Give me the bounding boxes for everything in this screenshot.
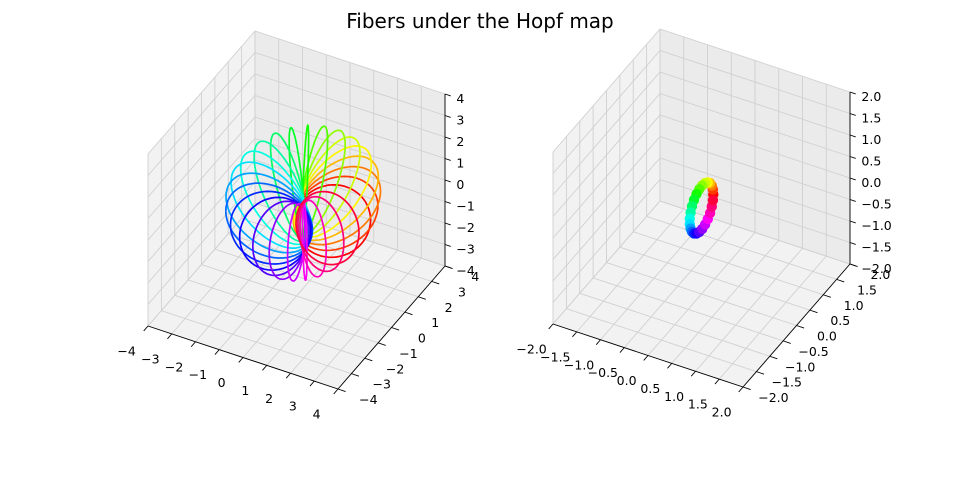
- ax1-xtick-label: 2.0: [712, 405, 732, 420]
- ax0-ytick-label: −3: [373, 377, 391, 392]
- ax0-ztick-label: 3: [456, 112, 464, 127]
- axes-3d-base-points: −2.0−2.0−2.0−1.5−1.5−1.5−1.0 −1.0−1.0−0.5…: [516, 28, 892, 420]
- ax1-ytick-label: 2.0: [870, 267, 890, 282]
- ax0-ytick-label: −2: [386, 361, 404, 376]
- fiber-circle: [301, 201, 308, 281]
- ax1-ztick-label: 0.5: [861, 153, 881, 168]
- ax1-ytick-label: −2.0: [758, 390, 788, 405]
- ax0-xtick-label: −1: [189, 367, 207, 382]
- ax0-ztick-label: −1: [456, 198, 474, 213]
- ax1-ytick-label: −1.5: [772, 375, 802, 390]
- ax0-ztick-label: −4: [456, 263, 474, 278]
- ax1-xtick-label: −0.5: [588, 365, 618, 380]
- ax1-ztick-label: −1.5: [861, 239, 891, 254]
- ax1-ytick-label: −0.5: [798, 344, 828, 359]
- fiber-circle: [297, 195, 345, 273]
- fiber-circle: [229, 190, 313, 265]
- ax1-xtick-label: 0.0: [617, 373, 637, 388]
- fiber-circle: [238, 196, 312, 271]
- ax1-ztick-label: −0.5: [861, 196, 891, 211]
- ax0-xtick-label: 3: [289, 399, 297, 414]
- ax0-ytick-label: 1: [431, 315, 439, 330]
- ax0-ztick-label: −2: [456, 220, 474, 235]
- ax0-xtick-label: −3: [141, 351, 159, 366]
- ax1-ztick-label: 2.0: [861, 89, 881, 104]
- ax1-xtick-label: 1.5: [688, 397, 708, 412]
- base-point: [707, 195, 719, 206]
- ax1-xtick-label: −1.5: [540, 349, 570, 364]
- ax0-ztick-label: 2: [456, 134, 464, 149]
- ax0-ztick-label: 1: [456, 155, 464, 170]
- ax0-xtick-label: −4: [117, 344, 135, 359]
- ax1-ztick-label: 0.0: [861, 175, 881, 190]
- ax1-ticks: −2.0−2.0−2.0−1.5−1.5−1.5−1.0 −1.0−1.0−0.5…: [516, 89, 891, 420]
- ax1-ytick-label: 0.0: [817, 329, 837, 344]
- ax1-ytick-label: 1.0: [844, 298, 864, 313]
- ax1-xtick-label: −2.0: [516, 342, 546, 357]
- ax0-ytick-label: 3: [458, 284, 466, 299]
- fiber-circle: [299, 199, 328, 278]
- ax0-ztick-label: 4: [456, 91, 464, 106]
- ax0-ytick-label: −1: [399, 346, 417, 361]
- ax0-xtick-label: −2: [165, 359, 183, 374]
- ax1-ytick-label: 0.5: [830, 313, 850, 328]
- fiber-circle: [295, 190, 360, 266]
- fiber-circle: [251, 200, 310, 277]
- ax1-xtick-label: 0.5: [640, 381, 660, 396]
- ax1-ytick-label: −1.0: [785, 359, 815, 374]
- ax0-ytick-label: −4: [359, 392, 377, 407]
- fiber-circle: [286, 202, 306, 282]
- ax0-ytick-label: 4: [471, 269, 479, 284]
- ax1-ztick-label: −2.0: [861, 261, 891, 276]
- ax1-points: [684, 177, 719, 239]
- ax0-xtick-label: 4: [313, 407, 321, 422]
- ax0-ytick-label: 2: [445, 300, 453, 315]
- ax0-fibers: [224, 123, 382, 282]
- ax1-ztick-label: 1.0: [861, 132, 881, 147]
- ax1-ztick-label: 1.5: [861, 110, 881, 125]
- figure-title: Fibers under the Hopf map: [346, 9, 614, 33]
- ax1-ztick-label: −1.0: [861, 218, 891, 233]
- ax0-xtick-label: 0: [218, 375, 226, 390]
- ax1-xtick-label: 1.0: [664, 389, 684, 404]
- ax0-xtick-label: 1: [241, 383, 249, 398]
- ax1-grid: [552, 28, 851, 388]
- ax0-xtick-label: 2: [265, 391, 273, 406]
- ax1-xtick-label: −1.0: [564, 357, 594, 372]
- ax0-ztick-label: −3: [456, 241, 474, 256]
- ax1-ytick-label: 1.5: [857, 282, 877, 297]
- ax0-ztick-label: 0: [456, 177, 464, 192]
- ax0-ytick-label: 0: [418, 331, 426, 346]
